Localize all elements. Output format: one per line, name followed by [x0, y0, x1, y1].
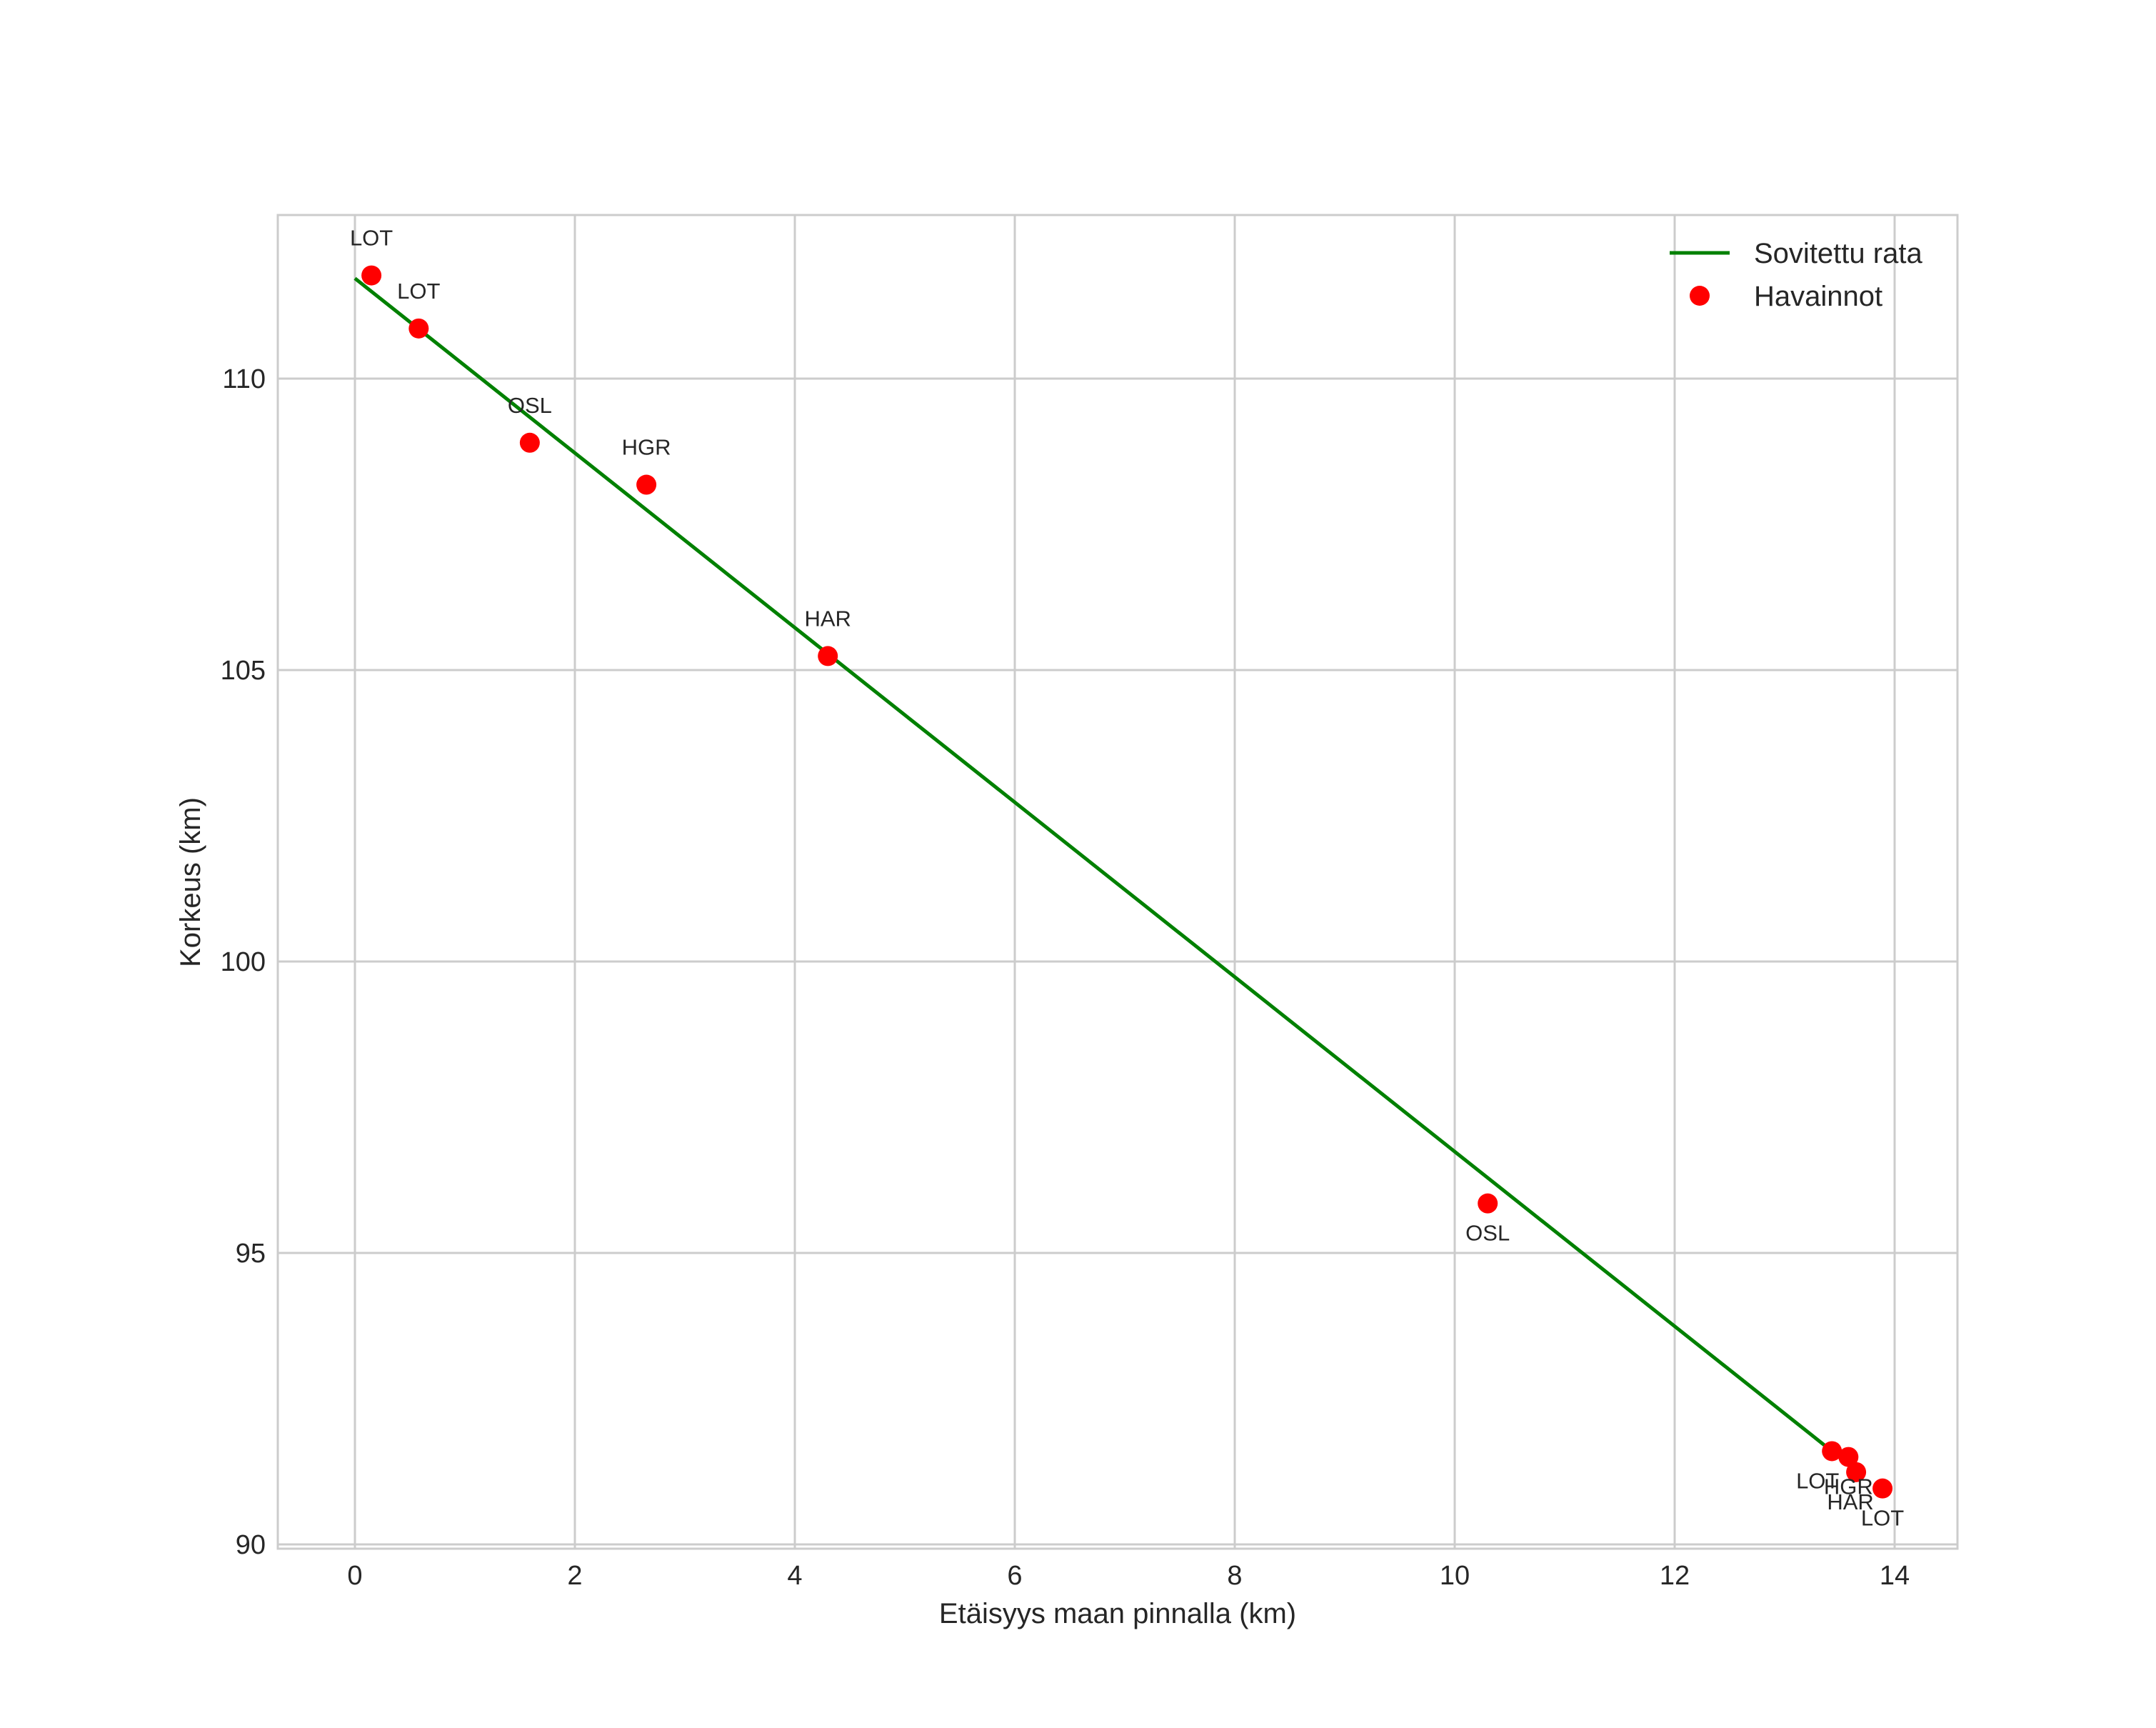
station-label: OSL: [508, 393, 552, 418]
legend-label-observations: Havainnot: [1754, 281, 1882, 312]
legend-label-fit: Sovitettu rata: [1754, 238, 1922, 269]
y-tick-label: 110: [222, 364, 266, 394]
fitted-trajectory-line: [354, 276, 1833, 1453]
observation-point: [1822, 1441, 1842, 1462]
observation-point: [1872, 1478, 1893, 1499]
grid-lines: [278, 215, 1957, 1549]
x-axis-label: Etäisyys maan pinnalla (km): [939, 1598, 1296, 1629]
x-tick-label: 0: [347, 1561, 362, 1591]
x-tick-labels: 0 2 4 6 8 10 12 14: [347, 1561, 1910, 1591]
y-tick-label: 100: [221, 947, 266, 977]
x-tick-label: 6: [1007, 1561, 1022, 1591]
station-label: HGR: [622, 435, 671, 460]
station-label: OSL: [1465, 1221, 1510, 1246]
y-axis-label: Korkeus (km): [175, 797, 206, 967]
y-tick-labels: 90 95 100 105 110: [221, 364, 266, 1560]
observation-point: [636, 474, 657, 495]
station-label: LOT: [1861, 1506, 1904, 1531]
station-label: HAR: [804, 606, 851, 631]
legend: Sovitettu rata Havainnot: [1670, 238, 1922, 312]
x-tick-label: 10: [1440, 1561, 1470, 1591]
observation-point: [519, 432, 540, 453]
observation-point: [1478, 1193, 1498, 1214]
y-tick-label: 105: [221, 656, 266, 686]
observation-point: [408, 318, 429, 339]
x-tick-label: 2: [567, 1561, 582, 1591]
station-label: HGR: [1824, 1474, 1873, 1499]
observation-point: [818, 646, 838, 666]
y-tick-label: 95: [236, 1239, 266, 1269]
observation-point: [1846, 1462, 1867, 1482]
station-label: LOT: [1796, 1468, 1839, 1493]
legend-marker-icon: [1690, 286, 1710, 306]
station-label: HAR: [1827, 1489, 1873, 1514]
y-tick-label: 90: [236, 1530, 266, 1560]
observation-point: [1838, 1447, 1859, 1467]
x-tick-label: 4: [787, 1561, 802, 1591]
x-tick-label: 12: [1660, 1561, 1690, 1591]
station-label: LOT: [397, 279, 440, 304]
observation-point: [361, 265, 382, 286]
x-tick-label: 14: [1880, 1561, 1910, 1591]
station-label: LOT: [350, 226, 393, 251]
plot-frame: [276, 214, 1959, 1550]
x-tick-label: 8: [1227, 1561, 1242, 1591]
